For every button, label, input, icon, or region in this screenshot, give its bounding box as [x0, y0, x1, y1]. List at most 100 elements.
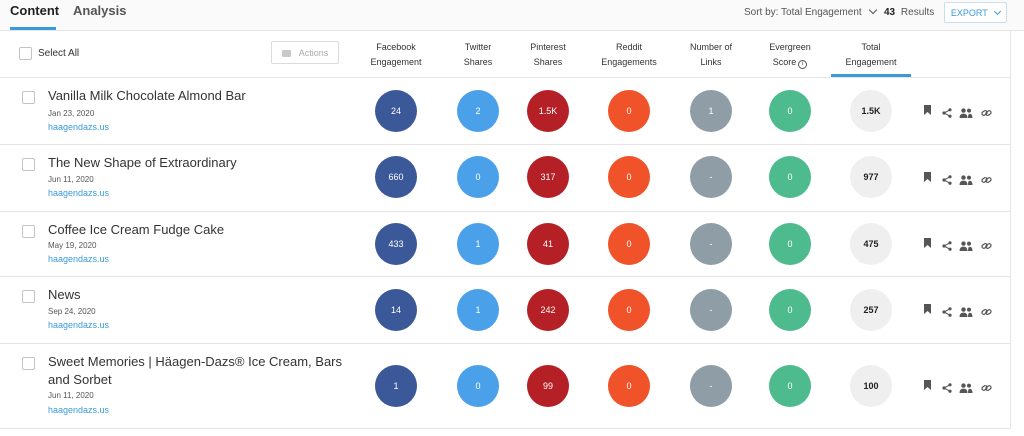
group-icon[interactable] [959, 380, 973, 393]
row-title[interactable]: Sweet Memories | Häagen-Dazs® Ice Cream,… [48, 354, 342, 387]
results-label: Results [900, 7, 935, 18]
group-icon[interactable] [959, 304, 973, 317]
evergreen-score: 0 [769, 90, 811, 132]
select-all-checkbox[interactable] [19, 47, 32, 60]
row-actions [922, 380, 1002, 393]
results-number: 43 [884, 7, 896, 18]
pinterest-shares: 41 [527, 223, 569, 265]
row-checkbox[interactable] [22, 290, 35, 303]
link-icon[interactable] [981, 304, 992, 315]
row-actions [922, 172, 1002, 185]
facebook-engagement: 24 [375, 90, 417, 132]
share-icon[interactable] [942, 172, 952, 185]
table-row[interactable]: Sweet Memories | Häagen-Dazs® Ice Cream,… [0, 344, 1011, 429]
row-actions [922, 105, 1002, 118]
row-domain[interactable]: haagendazs.us [48, 122, 110, 132]
export-label: EXPORT [950, 8, 988, 18]
bookmark-icon[interactable] [924, 105, 931, 115]
total-engagement: 1.5K [850, 90, 892, 132]
row-domain[interactable]: haagendazs.us [48, 320, 110, 330]
reddit-engagements: 0 [608, 223, 650, 265]
sort-label: Sort by: Total Engagement [744, 7, 862, 18]
link-icon[interactable] [981, 380, 992, 391]
chevron-down-icon [994, 7, 1002, 16]
link-icon[interactable] [981, 105, 992, 116]
twitter-shares: 1 [457, 289, 499, 331]
row-checkbox[interactable] [22, 91, 35, 104]
twitter-shares: 1 [457, 223, 499, 265]
bookmark-icon[interactable] [924, 380, 931, 390]
reddit-engagements: 0 [608, 90, 650, 132]
reddit-engagements: 0 [608, 156, 650, 198]
table-row[interactable]: Vanilla Milk Chocolate Almond Bar Jan 23… [0, 78, 1011, 145]
share-icon[interactable] [942, 238, 952, 251]
row-domain[interactable]: haagendazs.us [48, 188, 110, 198]
share-icon[interactable] [942, 304, 952, 317]
col-header-links[interactable]: Number of Links [689, 42, 733, 67]
col-header-evergreen[interactable]: Evergreen Score i [769, 42, 811, 69]
pinterest-shares: 1.5K [527, 90, 569, 132]
link-icon[interactable] [981, 172, 992, 183]
total-engagement: 100 [850, 365, 892, 407]
table-row[interactable]: The New Shape of Extraordinary Jun 11, 2… [0, 145, 1011, 212]
row-domain[interactable]: haagendazs.us [48, 405, 110, 415]
col-header-twitter[interactable]: Twitter Shares [463, 42, 493, 67]
row-title[interactable]: News [48, 287, 81, 302]
bookmark-icon[interactable] [924, 304, 931, 314]
twitter-shares: 0 [457, 365, 499, 407]
group-icon[interactable] [959, 172, 973, 185]
select-all-label: Select All [38, 48, 80, 59]
total-engagement: 475 [850, 223, 892, 265]
row-date: Jan 23, 2020 [48, 109, 95, 118]
col-header-total[interactable]: Total Engagement [845, 42, 897, 67]
actions-button[interactable]: Actions [271, 41, 339, 64]
number-of-links: - [690, 365, 732, 407]
group-icon[interactable] [959, 105, 973, 118]
table-row[interactable]: News Sep 24, 2020 haagendazs.us 14 1 242… [0, 277, 1011, 344]
facebook-engagement: 660 [375, 156, 417, 198]
total-engagement: 257 [850, 289, 892, 331]
row-actions [922, 238, 1002, 251]
share-icon[interactable] [942, 380, 952, 393]
sort-dropdown[interactable]: Sort by: Total Engagement [744, 5, 878, 18]
tab-content[interactable]: Content [10, 3, 60, 18]
group-icon[interactable] [959, 238, 973, 251]
actions-label: Actions [298, 48, 329, 58]
reddit-engagements: 0 [608, 365, 650, 407]
row-actions [922, 304, 1002, 317]
row-title[interactable]: Vanilla Milk Chocolate Almond Bar [48, 88, 246, 103]
row-domain[interactable]: haagendazs.us [48, 254, 110, 264]
evergreen-score: 0 [769, 223, 811, 265]
row-checkbox[interactable] [22, 158, 35, 171]
row-checkbox[interactable] [22, 357, 35, 370]
info-icon[interactable]: i [798, 60, 808, 69]
col-header-facebook[interactable]: Facebook Engagement [370, 42, 422, 67]
pinterest-shares: 317 [527, 156, 569, 198]
evergreen-score: 0 [769, 156, 811, 198]
row-date: Sep 24, 2020 [48, 307, 96, 316]
bookmark-icon[interactable] [924, 238, 931, 248]
facebook-engagement: 14 [375, 289, 417, 331]
row-date: May 19, 2020 [48, 241, 97, 250]
col-header-reddit[interactable]: Reddit Engagements [601, 42, 657, 67]
row-date: Jun 11, 2020 [48, 391, 94, 400]
table-row[interactable]: Coffee Ice Cream Fudge Cake May 19, 2020… [0, 212, 1011, 277]
row-checkbox[interactable] [22, 225, 35, 238]
facebook-engagement: 433 [375, 223, 417, 265]
bookmark-icon[interactable] [924, 172, 931, 182]
link-icon[interactable] [981, 238, 992, 249]
comment-icon [281, 50, 291, 57]
tab-analysis[interactable]: Analysis [73, 3, 127, 18]
number-of-links: - [690, 223, 732, 265]
row-title[interactable]: The New Shape of Extraordinary [48, 155, 237, 170]
col-header-pinterest[interactable]: Pinterest Shares [530, 42, 566, 67]
facebook-engagement: 1 [375, 365, 417, 407]
sorted-column-indicator [831, 74, 911, 77]
results-count: 43 Results [884, 7, 934, 18]
evergreen-score: 0 [769, 289, 811, 331]
export-button[interactable]: EXPORT [944, 2, 1007, 23]
row-title[interactable]: Coffee Ice Cream Fudge Cake [48, 222, 225, 237]
share-icon[interactable] [942, 105, 952, 118]
active-tab-indicator [10, 27, 56, 30]
row-date: Jun 11, 2020 [48, 175, 94, 184]
